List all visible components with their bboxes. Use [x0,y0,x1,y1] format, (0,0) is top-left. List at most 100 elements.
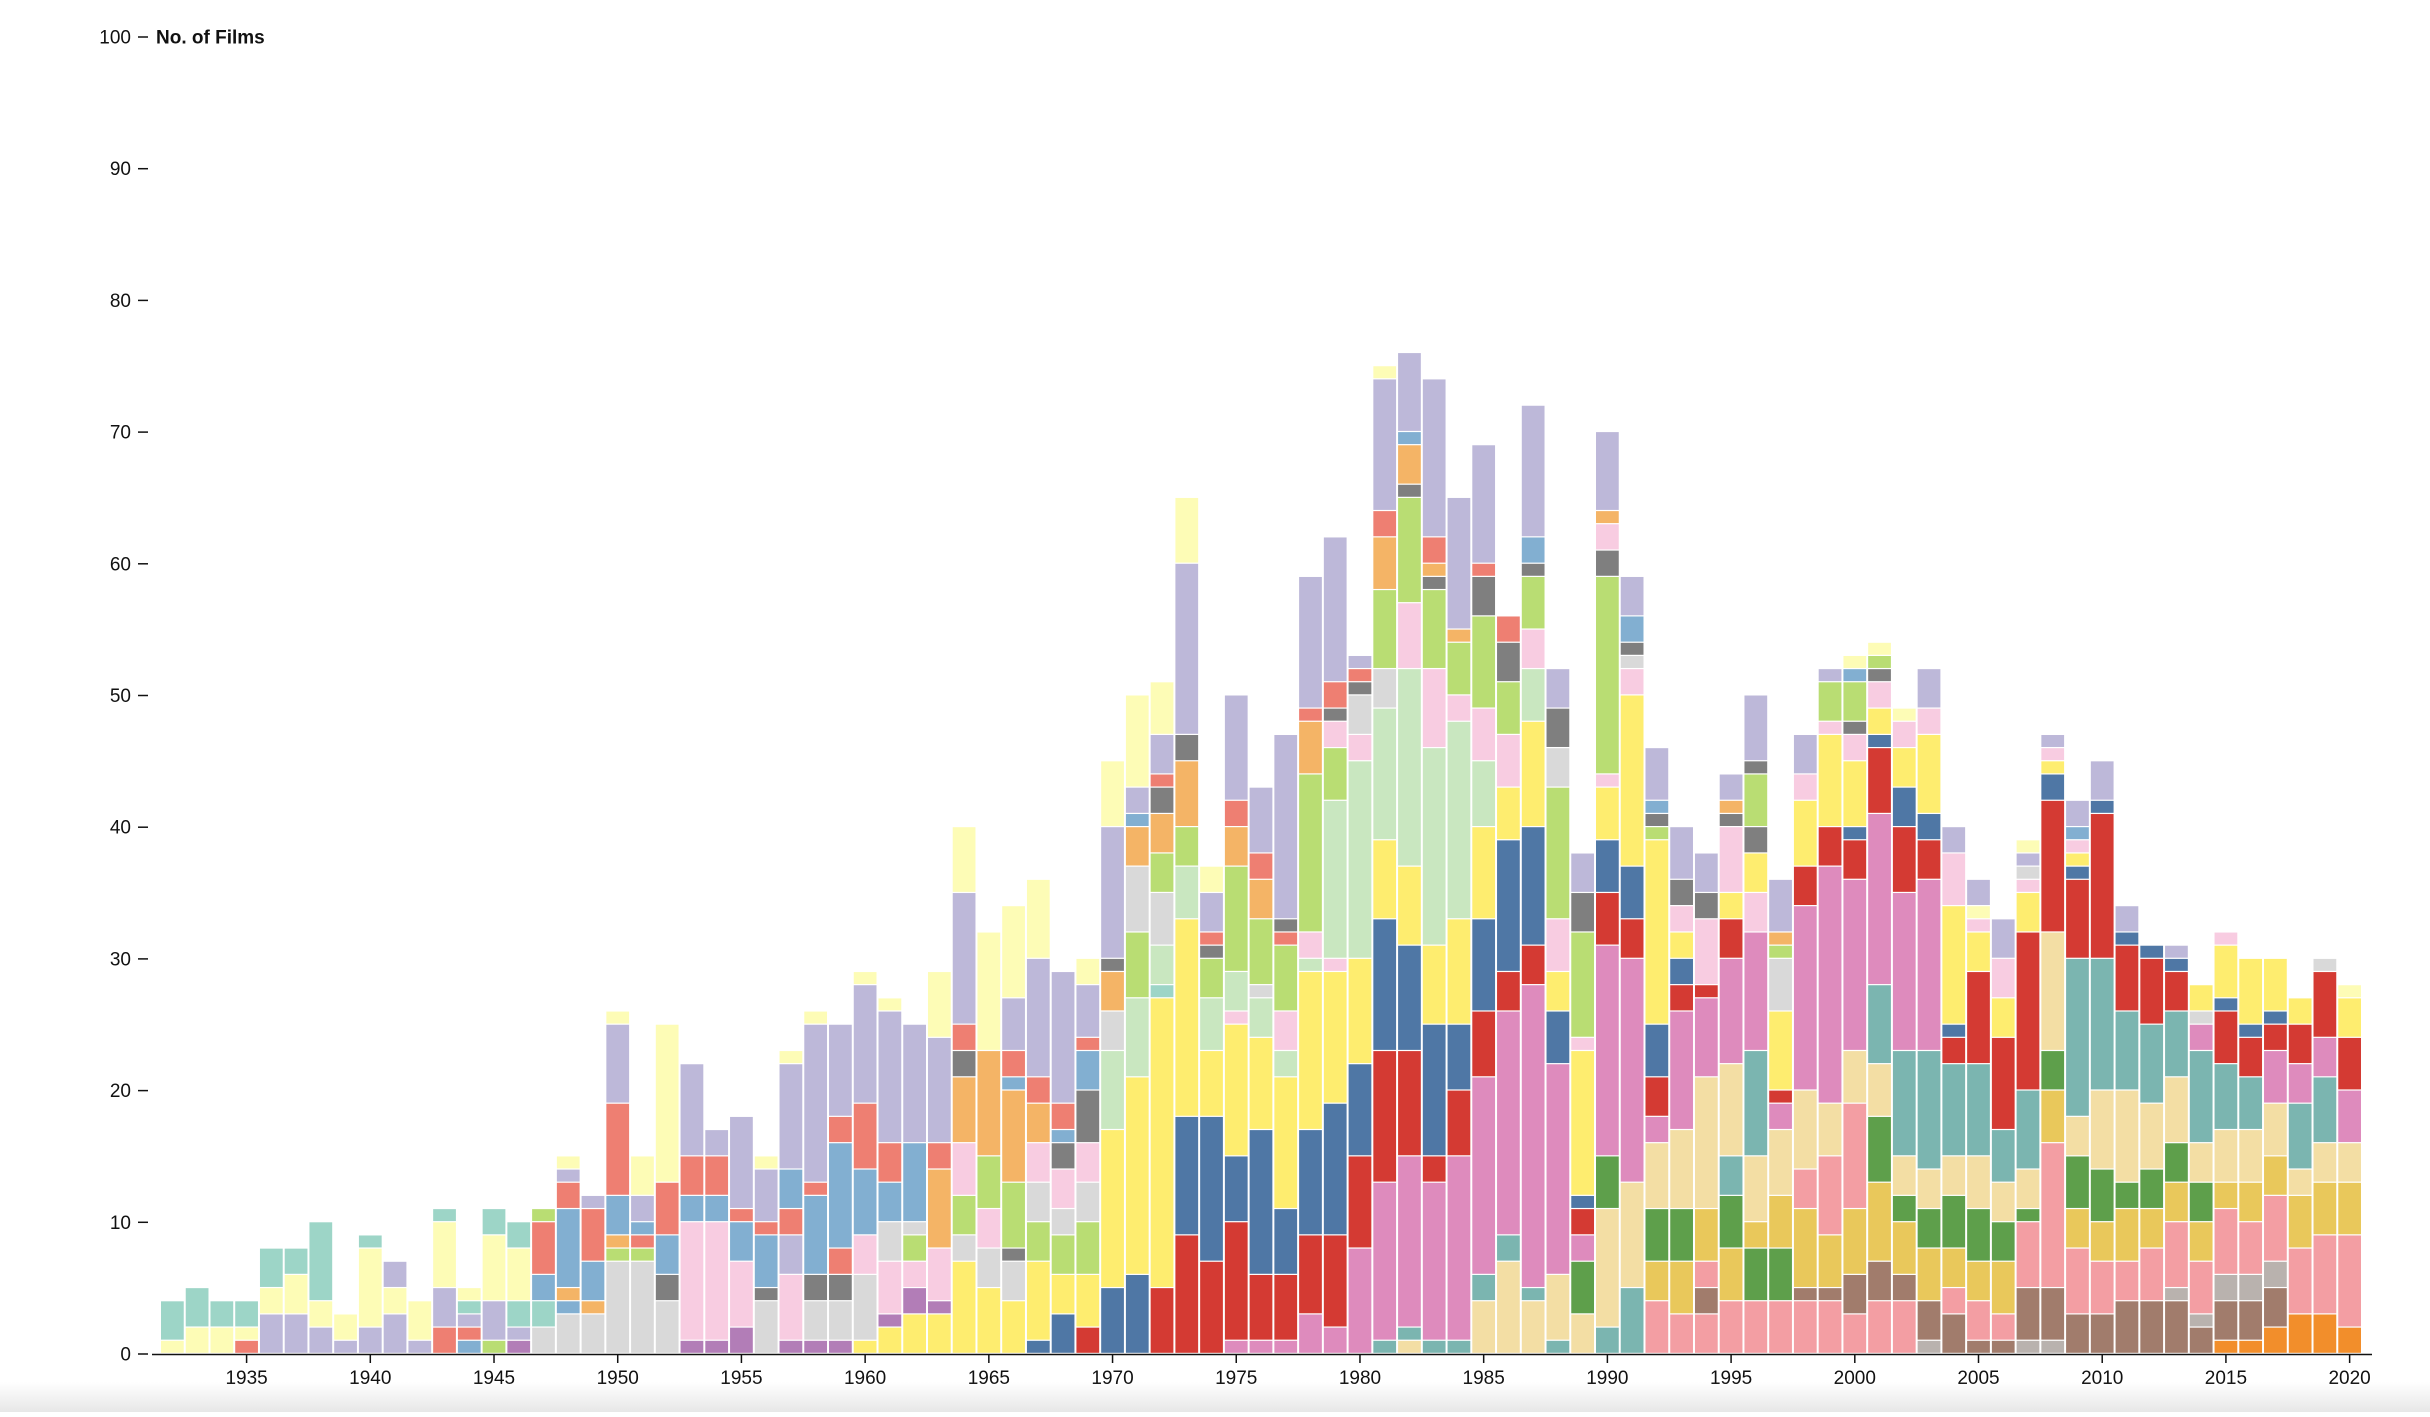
bar-segment [1323,958,1347,971]
bar-segment [2041,774,2065,800]
bar-segment [1571,1261,1595,1314]
bar-segment [2338,1037,2361,1090]
bar-1971 [1125,695,1149,1353]
bar-segment [927,1143,951,1169]
bar-1982 [1398,353,1421,1353]
bar-2019 [2313,958,2337,1353]
bar-segment [1002,1090,1025,1182]
bar-segment [977,1156,1001,1208]
bar-segment [1620,695,1644,866]
bar-1990 [1596,432,1619,1353]
bar-segment [2338,1235,2361,1327]
bar-segment [2090,814,2114,958]
bar-segment [1447,1024,1471,1090]
bar-segment [1125,695,1149,787]
bar-segment [1101,1130,1124,1287]
bar-segment [1769,932,1792,945]
bar-segment [631,1195,654,1222]
bar-segment [903,1024,926,1143]
bar-segment [1917,814,1941,840]
bar-segment [1744,1301,1768,1353]
bar-segment [1125,866,1149,932]
bar-segment [2165,972,2188,1011]
bar-segment [1076,1051,1100,1090]
bar-segment [2140,1169,2164,1208]
bar-1993 [1670,827,1693,1353]
bar-segment [655,1024,679,1182]
bar-segment [1299,932,1322,958]
bar-segment [2041,932,2065,1050]
bar-1972 [1150,682,1174,1353]
bar-segment [2165,958,2188,971]
bar-segment [2214,1274,2238,1301]
bar-segment [1942,1037,1966,1064]
bar-segment [779,1169,803,1208]
bar-segment [2165,1301,2188,1353]
bottom-fade [0,1382,2430,1412]
bar-segment [2090,800,2114,813]
bar-segment [1150,853,1174,892]
bar-segment [1274,1077,1298,1208]
bar-segment [1645,1261,1669,1301]
bar-segment [2338,1182,2361,1235]
bar-segment [2090,1261,2114,1314]
bar-segment [1076,1327,1100,1353]
bar-segment [2264,1195,2287,1261]
bar-segment [903,1314,926,1353]
bar-segment [1744,695,1768,761]
bar-segment [581,1209,605,1261]
bar-1978 [1299,576,1322,1353]
bar-1933 [185,1288,209,1353]
bar-segment [1373,919,1397,1050]
bar-segment [730,1209,753,1222]
bar-1966 [1002,906,1025,1353]
bar-segment [161,1301,184,1340]
bar-segment [2016,853,2040,866]
bar-segment [1348,761,1372,958]
bar-segment [1521,537,1545,563]
bar-segment [1892,1222,1916,1274]
bar-segment [680,1222,704,1340]
bar-segment [1472,1011,1496,1077]
y-axis: 0 10 20 30 40 50 60 70 80 90 100 [99,28,148,1366]
bar-segment [1447,629,1471,642]
bar-segment [1398,945,1421,1050]
bar-1970 [1101,761,1124,1353]
bar-segment [1373,708,1397,840]
bar-segment [2189,1327,2213,1353]
y-tick-label: 20 [110,1081,131,1102]
bar-segment [1967,972,1990,1064]
bar-segment [829,1340,852,1353]
bar-segment [1125,932,1149,998]
bar-segment [1769,1130,1792,1195]
bar-segment [2264,1011,2287,1024]
bar-2013 [2165,945,2188,1353]
bar-segment [1348,695,1372,734]
bar-segment [1447,919,1471,1024]
bar-segment [2264,1261,2287,1287]
y-tick-label: 40 [110,818,131,839]
bar-segment [1521,576,1545,629]
bar-segment [1323,682,1347,708]
bar-segment [2239,1077,2263,1129]
bar-segment [952,893,976,1024]
bar-2012 [2140,945,2164,1353]
y-axis-title: No. of Films [156,28,265,49]
bar-segment [2239,1037,2263,1077]
bar-segment [655,1235,679,1274]
bar-segment [1694,853,1718,892]
bar-segment [1596,840,1619,892]
bar-segment [1026,1182,1050,1222]
bar-segment [2214,1209,2238,1274]
bar-segment [804,1274,828,1301]
bar-segment [1843,1103,1867,1208]
bar-segment [1744,774,1768,826]
bar-2009 [2066,800,2089,1353]
bar-segment [1422,748,1446,945]
bar-segment [1521,669,1545,721]
bar-segment [284,1248,308,1274]
bar-segment [903,1288,926,1314]
bar-segment [1670,1209,1693,1261]
bar-1958 [804,1011,828,1353]
bar-segment [1472,708,1496,761]
